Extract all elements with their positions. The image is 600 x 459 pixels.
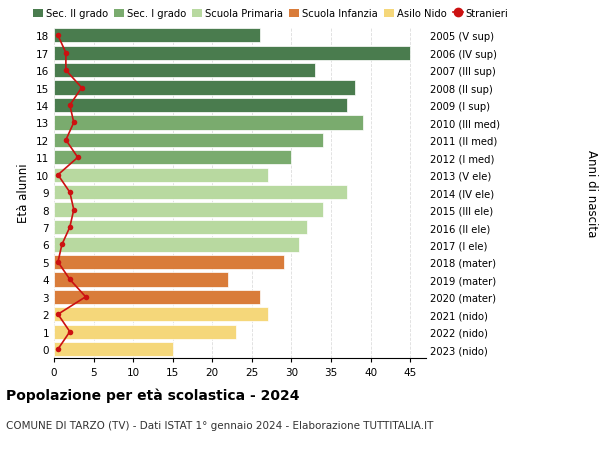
Point <box>77 85 86 92</box>
Legend: Sec. II grado, Sec. I grado, Scuola Primaria, Scuola Infanzia, Asilo Nido, Stran: Sec. II grado, Sec. I grado, Scuola Prim… <box>33 9 509 19</box>
Bar <box>54 46 410 61</box>
Bar <box>54 116 362 130</box>
Point <box>57 241 67 249</box>
Point <box>65 102 74 110</box>
Point <box>65 328 74 336</box>
Text: COMUNE DI TARZO (TV) - Dati ISTAT 1° gennaio 2024 - Elaborazione TUTTITALIA.IT: COMUNE DI TARZO (TV) - Dati ISTAT 1° gen… <box>6 420 433 430</box>
Bar <box>54 99 347 113</box>
Point <box>65 189 74 196</box>
Bar <box>54 29 260 43</box>
Bar <box>54 64 315 78</box>
Text: Popolazione per età scolastica - 2024: Popolazione per età scolastica - 2024 <box>6 388 299 403</box>
Bar <box>54 273 228 287</box>
Y-axis label: Età alunni: Età alunni <box>17 163 31 223</box>
Point <box>53 259 63 266</box>
Bar <box>54 185 347 200</box>
Point <box>53 172 63 179</box>
Point <box>69 207 79 214</box>
Point <box>73 154 83 162</box>
Point <box>53 346 63 353</box>
Point <box>61 137 71 144</box>
Point <box>65 276 74 283</box>
Bar <box>54 290 260 304</box>
Bar <box>54 203 323 217</box>
Bar <box>54 81 355 95</box>
Point <box>61 67 71 75</box>
Point <box>53 33 63 40</box>
Bar <box>54 134 323 148</box>
Bar <box>54 342 173 357</box>
Bar <box>54 220 307 235</box>
Bar <box>54 255 284 269</box>
Text: Anni di nascita: Anni di nascita <box>584 149 598 236</box>
Point <box>69 119 79 127</box>
Bar <box>54 325 236 339</box>
Point <box>81 293 91 301</box>
Point <box>53 311 63 318</box>
Bar <box>54 238 299 252</box>
Bar <box>54 168 268 183</box>
Bar <box>54 308 268 322</box>
Point <box>61 50 71 57</box>
Point <box>65 224 74 231</box>
Bar <box>54 151 292 165</box>
